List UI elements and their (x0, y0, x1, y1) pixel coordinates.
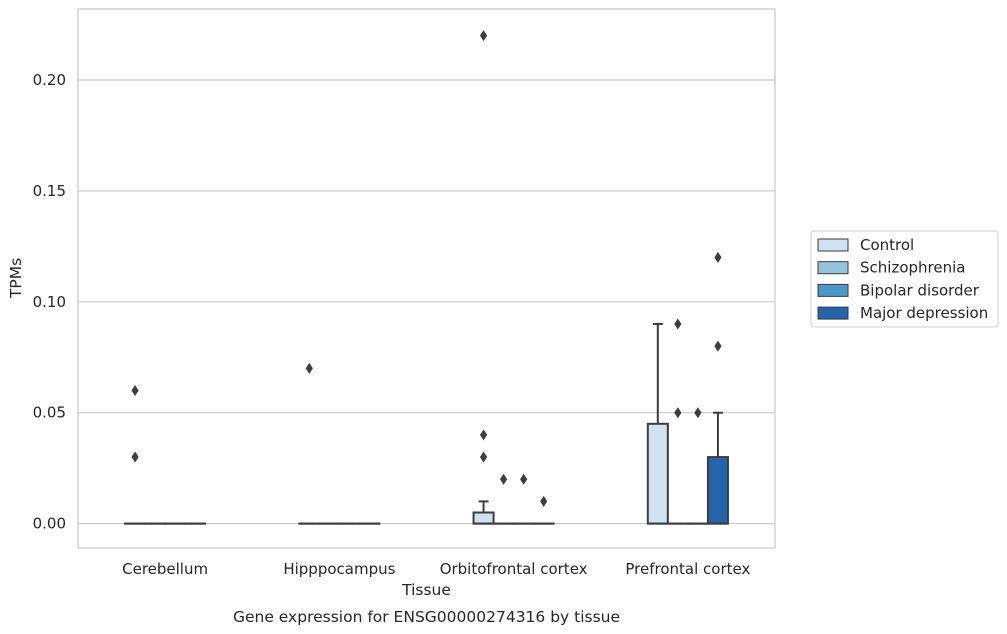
box-group (472, 30, 495, 525)
box-series (124, 30, 729, 525)
x-tick-label: Prefrontal cortex (625, 560, 750, 578)
outlier-point (674, 318, 682, 330)
outlier-point (305, 362, 313, 374)
outlier-point (714, 251, 722, 263)
y-tick-label: 0.20 (33, 71, 66, 89)
plot-area (77, 8, 776, 549)
y-tick-labels: 0.00 0.05 0.10 0.15 0.20 (33, 71, 66, 533)
outlier-point (520, 473, 528, 485)
legend-swatch (817, 306, 849, 320)
legend-frame (810, 230, 999, 328)
x-tick-labels: Cerebellum Hipppocampus Orbitofrontal cort… (122, 560, 750, 578)
legend-item: Schizophrenia (817, 259, 965, 277)
y-tick-label: 0.05 (33, 404, 66, 422)
box-group (124, 385, 147, 525)
y-axis-label: TPMs (7, 258, 25, 299)
legend-item: Control (817, 236, 914, 254)
x-axis-label: Tissue (401, 581, 451, 599)
outlier-point (714, 340, 722, 352)
x-tick-label: Orbitofrontal cortex (440, 560, 588, 578)
legend-item: Major depression (817, 304, 988, 322)
x-tick-label: Hipppocampus (283, 560, 395, 578)
box-group (646, 322, 669, 525)
box (646, 422, 669, 525)
y-tick-label: 0.10 (33, 293, 66, 311)
chart-caption: Gene expression for ENSG00000274316 by t… (233, 608, 620, 626)
y-tick-label: 0.15 (33, 182, 66, 200)
legend-swatch (817, 261, 849, 275)
outlier-point (131, 451, 139, 463)
outlier-point (694, 407, 702, 419)
outlier-point (540, 495, 548, 507)
legend: Control Schizophrenia Bipolar disorder Majo… (810, 230, 999, 328)
outlier-point (479, 429, 488, 441)
outlier-point (674, 407, 682, 419)
box (706, 456, 729, 525)
legend-label: Control (860, 236, 914, 254)
legend-label: Schizophrenia (860, 259, 965, 277)
y-tick-label: 0.00 (33, 515, 66, 533)
legend-item: Bipolar disorder (817, 281, 980, 299)
legend-swatch (817, 238, 849, 252)
outlier-point (479, 30, 488, 42)
legend-label: Bipolar disorder (860, 281, 980, 299)
box-group (706, 251, 729, 525)
box (472, 511, 495, 525)
legend-label: Major depression (860, 304, 988, 322)
legend-swatch (817, 283, 849, 297)
x-tick-label: Cerebellum (122, 560, 208, 578)
outlier-point (500, 473, 508, 485)
outlier-point (479, 451, 488, 463)
outlier-point (131, 385, 139, 397)
box-group (532, 495, 555, 525)
